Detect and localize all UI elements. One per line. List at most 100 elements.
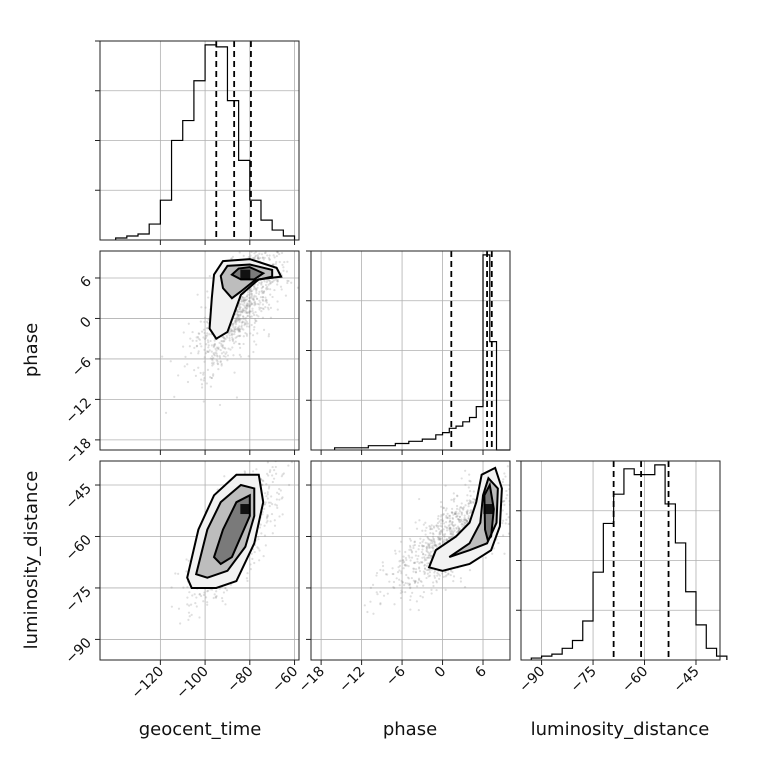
scatter-point bbox=[261, 256, 265, 259]
scatter-point bbox=[419, 594, 422, 598]
scatter-point bbox=[264, 306, 267, 309]
scatter-point bbox=[238, 330, 241, 333]
scatter-point bbox=[243, 321, 246, 324]
scatter-point bbox=[189, 337, 192, 340]
scatter-point bbox=[445, 538, 448, 542]
scatter-point bbox=[217, 368, 220, 371]
scatter-point bbox=[269, 458, 271, 460]
scatter-point bbox=[252, 296, 255, 299]
scatter-point bbox=[275, 254, 278, 258]
scatter-point bbox=[200, 594, 203, 598]
scatter-point bbox=[456, 514, 459, 517]
scatter-point bbox=[422, 553, 425, 556]
scatter-point bbox=[233, 371, 236, 374]
scatter-point bbox=[245, 577, 249, 580]
scatter-point bbox=[466, 512, 469, 516]
scatter-point bbox=[261, 303, 265, 306]
scatter-point bbox=[436, 574, 439, 577]
scatter-point bbox=[211, 588, 214, 591]
scatter-point bbox=[206, 368, 210, 372]
scatter-point bbox=[413, 541, 416, 544]
scatter-point bbox=[433, 571, 436, 574]
scatter-point bbox=[247, 303, 250, 307]
scatter-point bbox=[432, 538, 436, 541]
scatter-point bbox=[206, 603, 209, 606]
scatter-point bbox=[222, 340, 225, 343]
scatter-point bbox=[220, 597, 224, 600]
scatter-point bbox=[369, 586, 373, 589]
scatter-point bbox=[396, 571, 400, 574]
scatter-point bbox=[433, 576, 436, 579]
scatter-point bbox=[237, 318, 240, 321]
scatter-point bbox=[263, 280, 266, 283]
scatter-point bbox=[271, 503, 274, 506]
scatter-point bbox=[467, 502, 470, 505]
scatter-point bbox=[213, 593, 216, 596]
scatter-point bbox=[228, 337, 231, 340]
scatter-point bbox=[238, 304, 241, 307]
scatter-point bbox=[249, 304, 252, 307]
scatter-point bbox=[238, 325, 241, 328]
scatter-point bbox=[281, 263, 284, 266]
scatter-point bbox=[438, 531, 441, 535]
scatter-point bbox=[223, 346, 226, 349]
scatter-point bbox=[381, 564, 385, 568]
scatter-point bbox=[503, 503, 506, 506]
scatter-point bbox=[206, 321, 209, 324]
scatter-point bbox=[261, 292, 264, 295]
scatter-point bbox=[523, 490, 525, 492]
scatter-point bbox=[276, 506, 279, 510]
scatter-point bbox=[263, 251, 267, 255]
scatter-point bbox=[218, 356, 222, 359]
scatter-point bbox=[247, 305, 250, 308]
scatter-point bbox=[259, 523, 262, 526]
scatter-point bbox=[217, 363, 220, 366]
scatter-point bbox=[437, 543, 440, 546]
scatter-point bbox=[244, 305, 247, 309]
scatter-point bbox=[428, 574, 432, 577]
scatter-point bbox=[200, 386, 204, 389]
scatter-point bbox=[286, 451, 288, 453]
scatter-point bbox=[259, 256, 262, 260]
scatter-point bbox=[452, 575, 456, 578]
scatter-point bbox=[202, 373, 205, 376]
scatter-point bbox=[438, 574, 441, 577]
scatter-point bbox=[506, 494, 509, 497]
scatter-point bbox=[253, 313, 256, 317]
scatter-point bbox=[439, 538, 442, 541]
scatter-point bbox=[261, 296, 265, 299]
scatter-point bbox=[197, 352, 200, 355]
scatter-point bbox=[427, 543, 431, 546]
scatter-point bbox=[273, 288, 276, 292]
scatter-point bbox=[464, 521, 467, 524]
scatter-point bbox=[270, 495, 273, 498]
scatter-point bbox=[286, 203, 288, 205]
scatter-point bbox=[436, 517, 440, 520]
scatter-point bbox=[454, 515, 458, 518]
scatter-point bbox=[507, 532, 510, 535]
scatter-point bbox=[424, 529, 427, 532]
scatter-point bbox=[264, 501, 267, 504]
scatter-point bbox=[448, 514, 451, 517]
scatter-point bbox=[226, 354, 230, 357]
scatter-point bbox=[231, 333, 234, 336]
scatter-point bbox=[408, 582, 411, 585]
scatter-point bbox=[414, 561, 417, 564]
scatter-point bbox=[271, 295, 274, 299]
scatter-point bbox=[449, 526, 452, 529]
scatter-point bbox=[188, 615, 191, 618]
scatter-point bbox=[409, 587, 412, 590]
x-tick-label: −80 bbox=[224, 664, 256, 696]
scatter-point bbox=[448, 528, 451, 532]
scatter-point bbox=[230, 332, 233, 335]
scatter-point bbox=[278, 260, 281, 264]
scatter-point bbox=[465, 519, 468, 522]
scatter-point bbox=[256, 286, 259, 289]
scatter-point bbox=[245, 302, 249, 305]
scatter-point bbox=[432, 537, 435, 540]
scatter-point bbox=[440, 525, 443, 528]
scatter-point bbox=[290, 246, 292, 248]
scatter-point bbox=[528, 492, 530, 494]
scatter-point bbox=[427, 554, 430, 557]
scatter-point bbox=[253, 321, 256, 324]
